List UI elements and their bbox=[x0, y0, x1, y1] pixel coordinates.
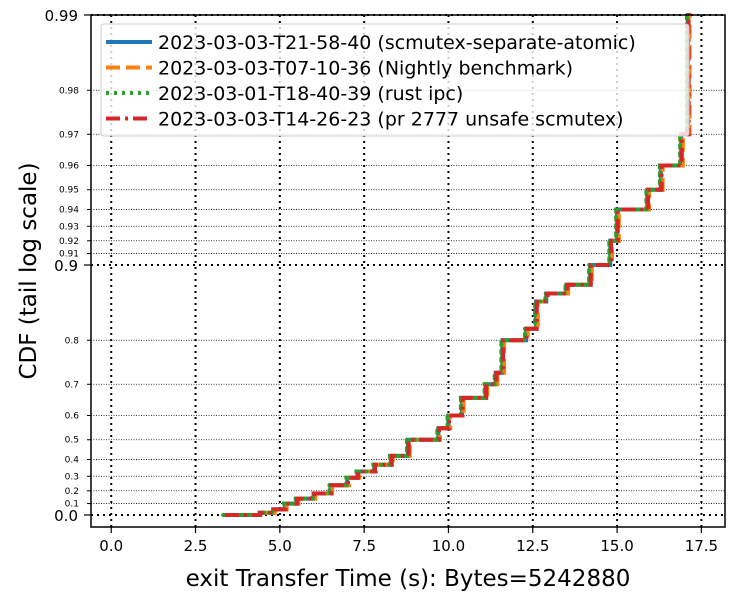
y-minor-tick-label: 0.96 bbox=[59, 162, 79, 172]
y-axis-ticks: 0.1 0.2 0.3 0.4 0.5 0.6 0.7 0.8 0.91 0.92 0.93 0.94… bbox=[45, 7, 91, 525]
x-axis-label: exit Transfer Time (s): Bytes=5242880 bbox=[186, 566, 631, 592]
y-minor-tick-label: 0.5 bbox=[65, 436, 79, 446]
x-tick-label: 2.5 bbox=[184, 537, 208, 555]
x-tick-label: 7.5 bbox=[352, 537, 376, 555]
y-major-tick-label: 0.0 bbox=[54, 507, 78, 525]
y-minor-tick-label: 0.1 bbox=[65, 500, 79, 510]
y-minor-tick-label: 0.3 bbox=[65, 472, 79, 482]
legend-box bbox=[100, 23, 690, 137]
y-minor-tick-label: 0.95 bbox=[59, 186, 79, 196]
y-minor-tick-label: 0.91 bbox=[59, 250, 79, 260]
legend-label-0: 2023-03-03-T21-58-40 (scmutex-separate-a… bbox=[158, 32, 636, 54]
legend-label-1: 2023-03-03-T07-10-36 (Nightly benchmark) bbox=[158, 58, 573, 80]
y-major-tick-label: 0.9 bbox=[54, 257, 78, 275]
x-tick-label: 10.0 bbox=[432, 537, 465, 555]
y-minor-tick-label: 0.2 bbox=[65, 487, 79, 497]
series-lines bbox=[221, 11, 692, 517]
x-tick-label: 17.5 bbox=[685, 537, 718, 555]
x-tick-label: 5.0 bbox=[268, 537, 292, 555]
y-minor-tick-label: 0.93 bbox=[59, 222, 79, 232]
y-minor-tick-label: 0.8 bbox=[65, 336, 80, 346]
x-tick-label: 12.5 bbox=[516, 537, 549, 555]
y-minor-tick-label: 0.7 bbox=[65, 380, 79, 390]
legend-label-2: 2023-03-01-T18-40-39 (rust ipc) bbox=[158, 83, 463, 105]
y-minor-tick-label: 0.4 bbox=[65, 456, 80, 466]
legend: 2023-03-03-T21-58-40 (scmutex-separate-a… bbox=[100, 23, 690, 137]
y-minor-tick-label: 0.94 bbox=[59, 206, 79, 216]
x-tick-label: 15.0 bbox=[600, 537, 633, 555]
y-minor-tick-label: 0.6 bbox=[65, 412, 80, 422]
y-major-tick-label: 0.99 bbox=[45, 7, 78, 25]
y-minor-tick-label: 0.98 bbox=[59, 86, 79, 96]
plot-frame bbox=[90, 14, 726, 528]
y-minor-tick-label: 0.97 bbox=[59, 130, 79, 140]
x-tick-label: 0.0 bbox=[99, 537, 123, 555]
y-axis-label: CDF (tail log scale) bbox=[16, 162, 42, 379]
series-line-3 bbox=[224, 13, 691, 517]
legend-label-3: 2023-03-03-T14-26-23 (pr 2777 unsafe scm… bbox=[158, 109, 624, 131]
x-axis-ticks: 0.0 2.5 5.0 7.5 10.0 12.5 15.0 17.5 bbox=[99, 527, 718, 555]
y-minor-tick-label: 0.92 bbox=[59, 237, 79, 247]
